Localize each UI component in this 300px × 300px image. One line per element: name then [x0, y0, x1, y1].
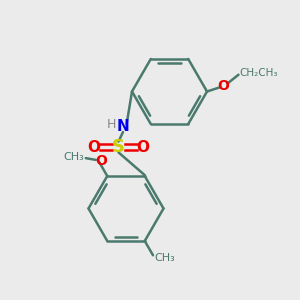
Text: O: O [87, 140, 101, 154]
Text: CH₃: CH₃ [154, 253, 175, 263]
Text: O: O [95, 154, 107, 167]
Text: O: O [218, 79, 230, 93]
Text: N: N [117, 119, 129, 134]
Text: CH₃: CH₃ [63, 152, 84, 162]
Text: O: O [136, 140, 150, 154]
Text: H: H [107, 118, 116, 131]
Text: CH₂CH₃: CH₂CH₃ [240, 68, 278, 79]
Text: S: S [112, 138, 125, 156]
